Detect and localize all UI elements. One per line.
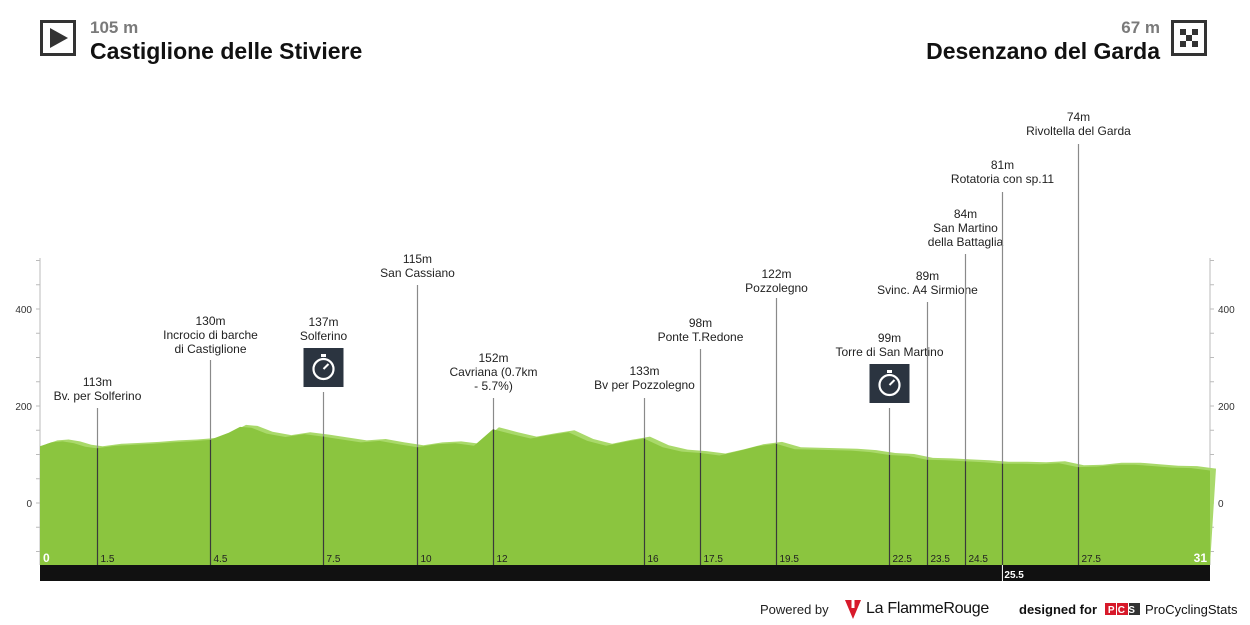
timing-badge [303,348,344,387]
stopwatch-icon [878,373,901,397]
waypoint-name: Bv. per Solferino [54,389,142,403]
km-tick-label: 4.5 [214,554,228,565]
waypoint-name: Cavriana (0.7km - 5.7%) [449,365,537,393]
waypoint-name: San Cassiano [380,266,455,280]
waypoint-elevation: 98m [689,316,712,330]
finish-location: Desenzano del Garda [926,38,1160,64]
stopwatch-hand [322,363,330,370]
waypoint-name: Rivoltella del Garda [1026,124,1131,138]
x-start-label: 0 [43,551,50,565]
terrain-area [40,426,1210,565]
km-tick-label: 7.5 [327,554,341,565]
stopwatch-hand [888,379,896,386]
pcs-logo-icon: PCS [1105,598,1141,620]
finish-elevation: 67 m [1121,18,1160,37]
km-tick-label: 1.5 [101,554,115,565]
waypoint-name: Incrocio di barche di Castiglione [163,328,258,356]
waypoint-elevation: 133m [629,364,659,378]
la-flamme-rouge-logo-icon [843,598,863,620]
y-tick-label-left: 200 [15,402,32,413]
waypoint-elevation: 115m [403,252,432,266]
waypoint-name: Solferino [300,329,348,343]
km-tick-label: 22.5 [893,554,913,565]
km-tick-label: 27.5 [1082,554,1102,565]
pcs-logo-text: PCS [1108,605,1138,616]
start-location: Castiglione delle Stiviere [90,38,363,64]
waypoint-elevation: 99m [878,331,901,345]
km-marker-label: 25.5 [1004,570,1024,581]
start-flag-icon [40,20,76,56]
y-tick-label-right: 400 [1218,305,1235,316]
waypoint-name: Bv per Pozzolegno [594,378,695,392]
waypoint-elevation: 152m [478,351,508,365]
stopwatch-icon [312,357,335,381]
km-tick-label: 24.5 [969,554,989,565]
stopwatch-button [887,370,892,373]
la-flamme-rouge-brand: La FlammeRouge [866,600,989,617]
waypoint-name: Ponte T.Redone [658,330,744,344]
km-tick-label: 12 [497,554,509,565]
y-tick-label-left: 400 [15,305,32,316]
procyclingstats-brand: ProCyclingStats [1145,601,1238,617]
start-elevation: 105 m [90,18,139,37]
x-end-label: 31 [1194,551,1208,565]
km-tick-label: 19.5 [780,554,800,565]
stopwatch-button [321,354,326,357]
waypoint-name: Rotatoria con sp.11 [951,172,1054,186]
waypoint-name: San Martino della Battaglia [928,221,1004,249]
timing-badge [869,364,910,403]
designed-for-label: designed for [1019,601,1098,617]
waypoint-elevation: 74m [1067,110,1090,124]
y-tick-label-left: 0 [26,499,32,510]
km-tick-label: 17.5 [704,554,724,565]
waypoint-elevation: 89m [916,269,939,283]
waypoint-elevation: 84m [954,207,977,221]
finish-flag-icon [1171,20,1207,56]
waypoint-name: Pozzolegno [745,281,808,295]
waypoint-name: Svinc. A4 Sirmione [877,283,978,297]
waypoint-elevation: 122m [761,267,791,281]
km-tick-label: 10 [421,554,433,565]
y-tick-label-right: 0 [1218,499,1224,510]
waypoint-elevation: 113m [83,375,112,389]
powered-by-label: Powered by [760,601,829,617]
km-tick-label: 16 [648,554,660,565]
y-tick-label-right: 200 [1218,402,1235,413]
waypoint-name: Torre di San Martino [835,345,943,359]
km-bar [40,565,1210,581]
km-tick-label: 23.5 [931,554,951,565]
waypoint-elevation: 137m [308,315,338,329]
waypoint-elevation: 130m [195,314,225,328]
waypoint-elevation: 81m [991,158,1014,172]
